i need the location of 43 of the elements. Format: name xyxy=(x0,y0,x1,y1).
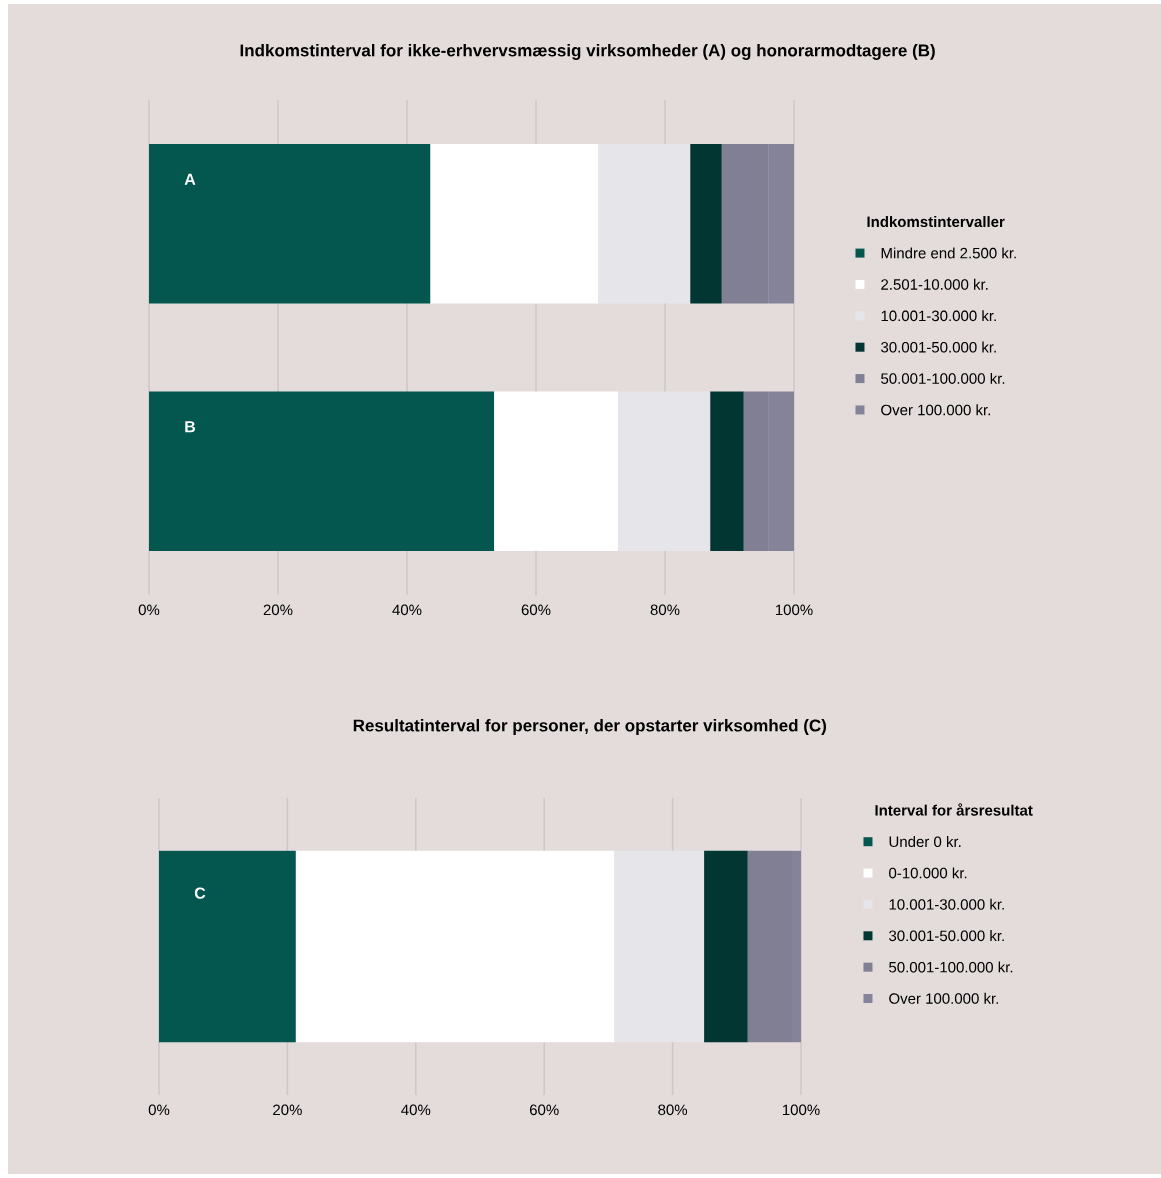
legend-label: Over 100.000 kr. xyxy=(889,992,998,1004)
bar xyxy=(704,850,748,1043)
legend-label: 50.001-100.000 kr. xyxy=(889,961,1013,973)
legend-label: 0-10.000 kr. xyxy=(889,867,967,879)
x-tick-label: 80% xyxy=(658,1104,688,1116)
bar xyxy=(690,143,722,304)
legend-label: Under 0 kr. xyxy=(889,836,961,848)
y-tick-label: C xyxy=(194,887,206,899)
bar xyxy=(159,850,296,1043)
legend-label: 2.501-10.000 kr. xyxy=(881,278,988,290)
x-tick-label: 40% xyxy=(392,604,422,616)
x-tick-label: 20% xyxy=(273,1104,302,1116)
x-tick-label: 20% xyxy=(263,604,293,616)
x-tick-label: 40% xyxy=(401,1104,431,1116)
x-tick-label: 60% xyxy=(529,1104,559,1116)
x-tick-label: 80% xyxy=(650,604,680,616)
y-tick-label: B xyxy=(185,421,196,433)
bar xyxy=(614,850,705,1043)
bar xyxy=(597,143,691,304)
bar xyxy=(710,391,744,552)
bar xyxy=(430,143,598,304)
legend-label: 30.001-50.000 kr. xyxy=(881,341,996,353)
chart-title: Indkomstinterval for ikke-erhvervsmæssig virksomheder (A) og honorarmodtagere (B) xyxy=(240,43,935,60)
legend-label: 30.001-50.000 kr. xyxy=(889,930,1004,942)
legend-label: 10.001-30.000 kr. xyxy=(889,898,1004,910)
bar xyxy=(295,850,615,1043)
y-tick-label: A xyxy=(184,173,196,185)
bar xyxy=(149,391,495,552)
chart-title: Resultatinterval for personer, der opstarter virksomhed (C) xyxy=(353,719,827,735)
x-tick-label: 0% xyxy=(148,1104,170,1116)
legend-label: 50.001-100.000 kr. xyxy=(881,372,1005,384)
bar xyxy=(617,391,711,552)
legend-label: Mindre end 2.500 kr. xyxy=(881,247,1016,259)
x-tick-label: 100% xyxy=(782,1104,820,1116)
legend-title: Interval for årsresultat xyxy=(875,803,1033,816)
legend-label: Over 100.000 kr. xyxy=(881,404,990,416)
x-tick-label: 0% xyxy=(138,604,160,616)
legend-label: 10.001-30.000 kr. xyxy=(881,310,996,322)
bar xyxy=(494,391,618,552)
bar xyxy=(149,143,431,304)
x-tick-label: 100% xyxy=(775,604,813,616)
x-tick-label: 60% xyxy=(521,604,551,616)
legend-title: Indkomstintervaller xyxy=(867,216,1005,228)
